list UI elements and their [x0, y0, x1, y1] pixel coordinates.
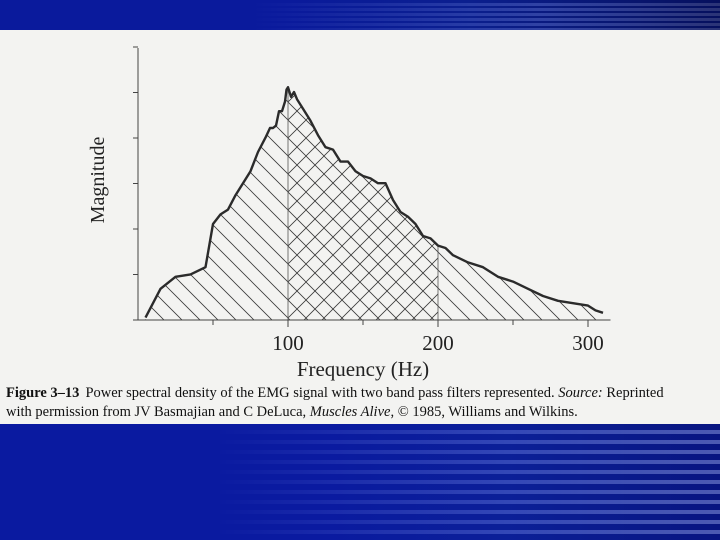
top-decorative-band [0, 0, 720, 31]
caption-book-title: Muscles Alive [309, 404, 391, 420]
band-stripe [0, 500, 720, 504]
caption-line-1: Figure 3–13 Power spectral density of the… [6, 384, 716, 403]
y-axis-ticks [133, 46, 138, 321]
caption-line-2: with permission from JV Basmajian and C … [6, 403, 716, 422]
band-stripe [0, 530, 720, 534]
bottom-decorative-band [0, 424, 720, 540]
figure-label: Figure 3–13 [6, 385, 80, 401]
caption-line1-tail: Reprinted [606, 385, 664, 401]
caption-text: Power spectral density of the EMG signal… [85, 385, 555, 401]
band-stripe [0, 510, 720, 514]
figure-caption: Figure 3–13 Power spectral density of the… [6, 384, 716, 422]
band-stripe [0, 8, 720, 11]
caption-line2-start: with permission from JV Basmajian and C … [6, 404, 307, 420]
band-stripe [0, 23, 720, 26]
band-stripe [0, 460, 720, 464]
band-stripe [0, 13, 720, 16]
band-stripe [0, 18, 720, 21]
x-axis-ticks: 100 200 300 [212, 320, 604, 355]
x-tick-label: 100 [272, 331, 304, 355]
band-stripe [0, 450, 720, 454]
y-axis-label: Magnitude [87, 137, 109, 224]
band-stripe [0, 470, 720, 474]
x-tick-label: 300 [572, 331, 604, 355]
band-stripe [0, 480, 720, 484]
band-stripe [0, 430, 720, 434]
x-tick-label: 200 [422, 331, 454, 355]
figure-panel: 100 200 300 Frequency (Hz) Magnitude Figur… [0, 30, 720, 424]
psd-curve-line [144, 86, 604, 319]
psd-chart: 100 200 300 Frequency (Hz) Magnitude [87, 46, 611, 381]
band-stripe [0, 28, 720, 31]
band-stripe [0, 490, 720, 494]
x-axis-label: Frequency (Hz) [297, 357, 429, 381]
caption-source-label: Source: [558, 385, 603, 401]
band-stripe [0, 3, 720, 6]
caption-line2-end: , © 1985, Williams and Wilkins. [390, 404, 578, 420]
band-stripe [0, 520, 720, 524]
band-stripe [0, 440, 720, 444]
